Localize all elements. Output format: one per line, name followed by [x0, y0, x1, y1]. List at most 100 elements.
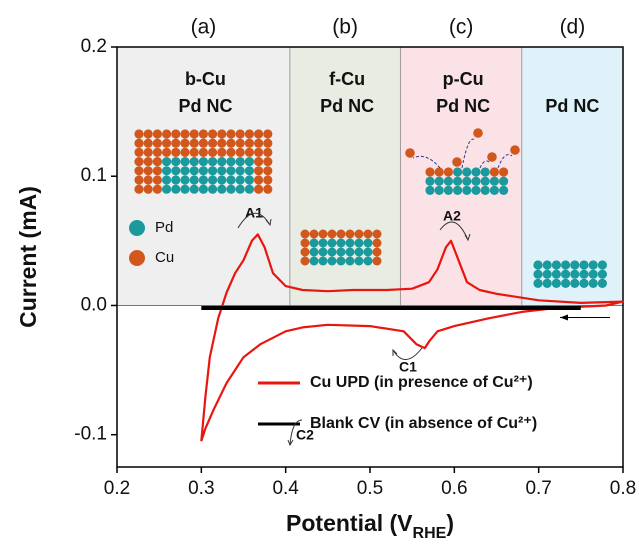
atom	[328, 230, 337, 239]
atom	[190, 185, 199, 194]
atom	[245, 166, 254, 175]
species-label: Pd	[155, 219, 173, 236]
atom	[589, 270, 598, 279]
atom	[561, 260, 570, 269]
atom	[226, 157, 235, 166]
atom	[208, 175, 217, 184]
atom	[337, 257, 346, 266]
atom	[199, 175, 208, 184]
atom	[452, 157, 462, 167]
atom	[144, 175, 153, 184]
atom	[190, 157, 199, 166]
atom	[217, 175, 226, 184]
atom	[171, 166, 180, 175]
atom	[208, 148, 217, 157]
atom	[171, 185, 180, 194]
atom	[490, 186, 499, 195]
atom	[199, 157, 208, 166]
atom	[490, 167, 499, 176]
atom	[245, 129, 254, 138]
atom	[180, 139, 189, 148]
atom	[355, 248, 364, 257]
atom	[245, 175, 254, 184]
atom	[310, 239, 319, 248]
atom	[579, 260, 588, 269]
atom	[208, 139, 217, 148]
atom	[153, 185, 162, 194]
y-tick-label: -0.1	[74, 424, 107, 445]
atom	[499, 167, 508, 176]
atom	[263, 175, 272, 184]
atom	[405, 148, 415, 158]
atom	[263, 166, 272, 175]
atom	[364, 230, 373, 239]
atom	[337, 230, 346, 239]
atom	[598, 260, 607, 269]
atom	[226, 139, 235, 148]
atom	[346, 248, 355, 257]
atom	[144, 157, 153, 166]
sweep-arrow-head	[560, 314, 568, 320]
atom	[453, 186, 462, 195]
atom	[236, 166, 245, 175]
atom	[453, 167, 462, 176]
atom	[533, 279, 542, 288]
atom	[144, 129, 153, 138]
atom	[171, 129, 180, 138]
atom	[171, 139, 180, 148]
atom	[199, 185, 208, 194]
peak-label: C2	[296, 427, 314, 443]
atom	[373, 257, 382, 266]
atom	[263, 129, 272, 138]
atom	[180, 157, 189, 166]
atom	[236, 129, 245, 138]
atom	[208, 129, 217, 138]
atom	[144, 148, 153, 157]
atom	[245, 185, 254, 194]
atom	[435, 186, 444, 195]
atom	[226, 148, 235, 157]
atom	[355, 239, 364, 248]
x-tick-label: 0.2	[104, 478, 130, 499]
atom	[328, 239, 337, 248]
atom	[144, 166, 153, 175]
atom	[570, 260, 579, 269]
atom	[471, 167, 480, 176]
atom	[180, 185, 189, 194]
species-label: Cu	[155, 249, 174, 266]
atom	[373, 230, 382, 239]
atom	[310, 230, 319, 239]
region-title: Pd NC	[545, 96, 599, 116]
atom	[180, 148, 189, 157]
atom	[579, 279, 588, 288]
atom	[190, 175, 199, 184]
atom	[453, 177, 462, 186]
atom	[561, 279, 570, 288]
atom	[499, 177, 508, 186]
atom	[444, 177, 453, 186]
atom	[226, 166, 235, 175]
atom	[153, 166, 162, 175]
atom	[355, 230, 364, 239]
y-axis-title: Current (mA)	[15, 186, 41, 328]
atom	[190, 166, 199, 175]
region-title: Pd NC	[436, 96, 490, 116]
atom	[552, 279, 561, 288]
atom	[162, 129, 171, 138]
atom	[263, 139, 272, 148]
atom	[598, 279, 607, 288]
atom	[481, 167, 490, 176]
atom	[180, 129, 189, 138]
atom	[263, 148, 272, 157]
atom	[245, 139, 254, 148]
atom	[589, 260, 598, 269]
atom	[199, 139, 208, 148]
atom	[346, 230, 355, 239]
atom	[226, 175, 235, 184]
atom	[254, 157, 263, 166]
atom	[134, 129, 143, 138]
atom	[301, 257, 310, 266]
atom	[435, 177, 444, 186]
y-tick-label: 0.2	[81, 36, 107, 57]
nanocube	[425, 167, 508, 195]
